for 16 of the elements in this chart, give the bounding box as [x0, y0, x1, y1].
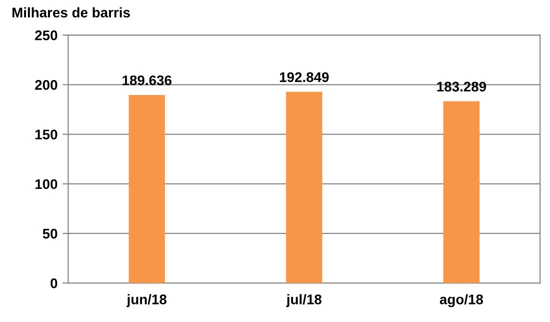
x-tick-label: ago/18 — [440, 294, 484, 308]
bar — [443, 101, 480, 284]
y-tick-label: 200 — [35, 80, 58, 90]
x-tick-label: jul/18 — [286, 294, 322, 308]
y-axis-title: Milhares de barris — [12, 7, 130, 18]
y-tick-label: 100 — [35, 179, 58, 190]
data-label: 183.289 — [437, 82, 486, 92]
data-label: 189.636 — [122, 75, 172, 86]
y-tick-label: 50 — [42, 228, 58, 239]
x-tick-label: jun/18 — [126, 294, 166, 308]
y-tick-label: 250 — [35, 30, 58, 40]
bar — [286, 92, 322, 284]
data-label: 192.849 — [280, 72, 329, 82]
y-tick-label: 0 — [50, 278, 58, 288]
y-tick-label: 150 — [35, 130, 58, 140]
bar — [128, 94, 165, 284]
